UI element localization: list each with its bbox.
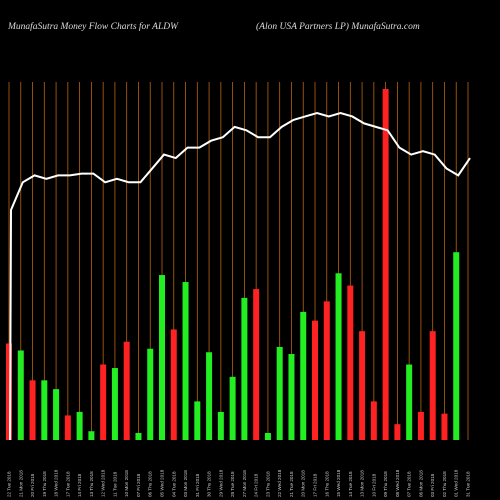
x-tick-label: 29 Wed 2018 <box>218 469 223 497</box>
bar <box>217 411 224 440</box>
bar <box>335 273 342 440</box>
bar <box>241 297 248 440</box>
bar <box>206 352 213 440</box>
x-tick-label: 28 Tue 2018 <box>230 471 235 497</box>
x-tick-label: 22 Tue 2018 <box>7 471 12 497</box>
x-tick-label: 19 Thu 2018 <box>42 471 47 497</box>
x-tick-label: 13 Mon 2018 <box>360 470 365 497</box>
x-tick-label: 06 Thu 2018 <box>148 471 153 497</box>
x-tick-label: 21 Tue 2018 <box>289 471 294 497</box>
bar <box>147 348 154 440</box>
bar <box>64 415 71 440</box>
bar <box>123 341 130 440</box>
x-tick-label: 05 Wed 2018 <box>160 469 165 497</box>
chart-header: MunafaSutra Money Flow Charts for ALDW (… <box>0 22 500 36</box>
bar <box>323 301 330 440</box>
chart-subtitle: (Alon USA Partners LP) MunafaSutra.com <box>256 22 420 32</box>
x-tick-label: 31 Fri 2018 <box>195 473 200 497</box>
x-tick-label: 04 Tue 2018 <box>171 471 176 497</box>
bar <box>300 311 307 440</box>
x-tick-label: 03 Mon 2018 <box>183 470 188 497</box>
x-tick-label: 14 Tue 2018 <box>348 471 353 497</box>
x-tick-label: 31 Tue 2018 <box>466 471 471 497</box>
bar <box>194 401 201 440</box>
x-tick-label: 06 Mon 2018 <box>418 470 423 497</box>
x-tick-label: 20 Fri 2018 <box>30 473 35 497</box>
bar <box>453 252 460 440</box>
x-tick-label: 30 Thu 2018 <box>207 471 212 497</box>
bar <box>229 376 236 440</box>
x-tick-label: 09 Thu 2018 <box>383 471 388 497</box>
bar <box>382 89 389 440</box>
x-tick-label: 03 Fri 2018 <box>430 473 435 497</box>
bar <box>441 413 448 440</box>
x-tick-label: 22 Wed 2018 <box>277 469 282 497</box>
bar <box>53 389 60 440</box>
x-tick-label: 07 Tue 2018 <box>407 471 412 497</box>
bar <box>417 411 424 440</box>
bar <box>17 350 24 440</box>
bar <box>253 289 260 440</box>
money-flow-line <box>9 111 471 441</box>
bar <box>29 380 36 440</box>
bar <box>88 431 95 440</box>
bar <box>100 364 107 440</box>
bar <box>6 343 12 440</box>
x-tick-label: 24 Fri 2018 <box>254 473 259 497</box>
bar <box>347 285 354 440</box>
bar <box>288 354 295 440</box>
x-tick-label: 21 Mon 2018 <box>18 470 23 497</box>
bar <box>159 275 165 440</box>
chart-title: MunafaSutra Money Flow Charts for ALDW <box>8 22 179 32</box>
x-tick-label: 02 Thu 2018 <box>442 471 447 497</box>
x-tick-label: 10 Fri 2018 <box>371 473 376 497</box>
x-tick-label: 12 Wed 2018 <box>101 469 106 497</box>
x-tick-label: 14 Fri 2018 <box>77 473 82 497</box>
x-tick-label: 07 Fri 2018 <box>136 473 141 497</box>
x-tick-label: 01 Wed 2018 <box>454 469 459 497</box>
x-tick-label: 08 Wed 2018 <box>395 469 400 497</box>
bar <box>170 329 177 440</box>
x-tick-label: 20 Mon 2018 <box>301 470 306 497</box>
bar <box>406 364 413 440</box>
x-tick-label: 18 Wed 2018 <box>54 469 59 497</box>
bar <box>359 331 366 440</box>
x-tick-label: 23 Thu 2018 <box>265 471 270 497</box>
bar <box>276 346 283 440</box>
bar <box>370 401 377 440</box>
x-tick-label: 13 Thu 2018 <box>89 471 94 497</box>
x-tick-label: 16 Thu 2018 <box>324 471 329 497</box>
x-tick-label: 17 Fri 2018 <box>313 473 318 497</box>
x-tick-label: 11 Tue 2018 <box>112 471 117 497</box>
bar <box>111 368 118 440</box>
bar <box>135 432 142 440</box>
bar <box>429 331 436 440</box>
x-tick-label: 10 Mon 2018 <box>124 470 129 497</box>
bar <box>182 282 189 440</box>
bar <box>76 411 83 440</box>
bar <box>41 380 48 440</box>
bar <box>264 432 271 440</box>
bar <box>312 320 318 440</box>
x-tick-label: 15 Wed 2018 <box>336 469 341 497</box>
bar <box>394 424 401 440</box>
x-tick-label: 27 Mon 2018 <box>242 470 247 497</box>
x-tick-label: 17 Tue 2018 <box>65 471 70 497</box>
